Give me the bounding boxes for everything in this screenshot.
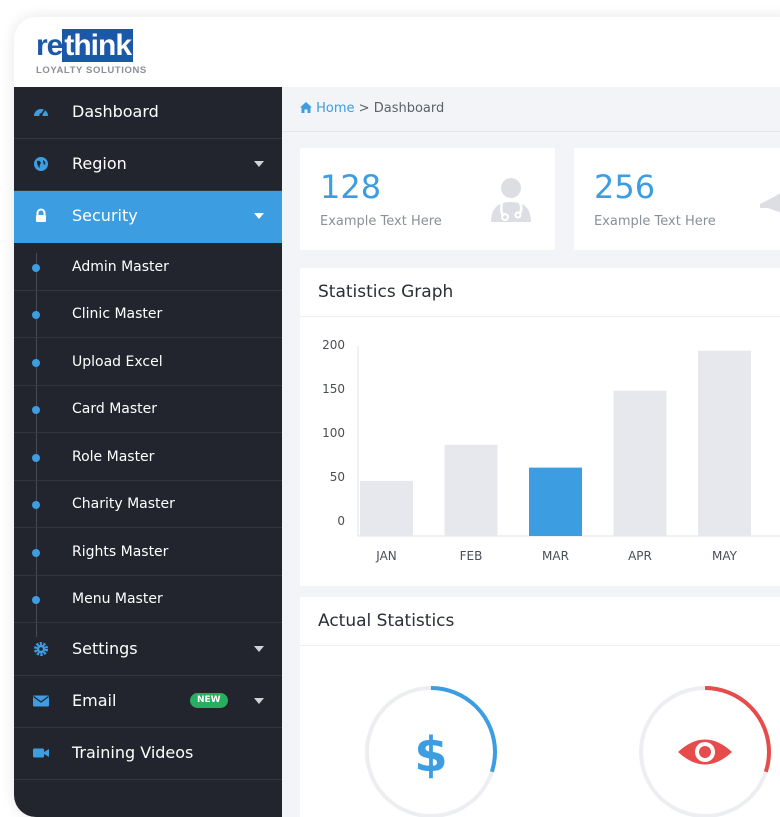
sidebar-item-region[interactable]: Region: [14, 139, 282, 191]
submenu-item-label: Card Master: [72, 401, 158, 417]
dollar-icon: $: [414, 727, 447, 783]
dashboard-icon: [34, 109, 48, 117]
sidebar-item-settings[interactable]: Settings: [14, 624, 282, 676]
gear-icon: [34, 642, 48, 656]
sidebar-item-label: Region: [72, 154, 127, 173]
bullet-dot: [32, 454, 40, 462]
y-tick-label: 100: [322, 426, 345, 440]
submenu-item-menu-master[interactable]: Menu Master: [14, 576, 282, 623]
submenu-item-card-master[interactable]: Card Master: [14, 386, 282, 433]
actual-statistics-panel: Actual Statistics $: [300, 597, 780, 817]
envelope-icon: [33, 695, 49, 707]
top-bar: rethink LOYALTY SOLUTIONS: [14, 17, 780, 87]
bar-may[interactable]: [698, 350, 751, 536]
x-tick-label: MAY: [712, 549, 738, 563]
logo-wordmark: rethink: [36, 29, 134, 62]
views-gauge: [639, 686, 771, 817]
sidebar-item-training-videos[interactable]: Training Videos: [14, 728, 282, 780]
sidebar-item-label: Settings: [72, 639, 138, 658]
breadcrumb-home-link[interactable]: Home: [316, 101, 355, 116]
chevron-down-icon[interactable]: [254, 698, 264, 704]
submenu-item-rights-master[interactable]: Rights Master: [14, 529, 282, 576]
panel-divider: [300, 645, 780, 646]
submenu-item-charity-master[interactable]: Charity Master: [14, 481, 282, 528]
new-badge: NEW: [190, 693, 228, 708]
stat-label: Example Text Here: [594, 214, 716, 229]
statistics-bar-chart: 0 50 100 150 200 JAN FEB MAR APR MAY: [322, 338, 780, 563]
svg-text:$: $: [414, 727, 447, 783]
y-tick-label: 200: [322, 338, 345, 352]
bullet-dot: [32, 501, 40, 509]
sidebar-item-label: Email: [72, 691, 117, 710]
stat-card[interactable]: 128 Example Text Here: [300, 148, 555, 250]
doctor-icon: [491, 178, 531, 222]
chevron-down-icon[interactable]: [254, 161, 264, 167]
video-camera-icon: [33, 748, 49, 758]
submenu-item-clinic-master[interactable]: Clinic Master: [14, 291, 282, 338]
submenu-item-role-master[interactable]: Role Master: [14, 434, 282, 481]
panel-divider: [300, 316, 780, 317]
submenu-item-label: Clinic Master: [72, 306, 163, 322]
app-window: rethink LOYALTY SOLUTIONS Dashboard Regi…: [14, 17, 780, 817]
sidebar-item-email[interactable]: Email NEW: [14, 676, 282, 728]
bullet-dot: [32, 264, 40, 272]
submenu-item-label: Menu Master: [72, 591, 163, 607]
bar-apr[interactable]: [613, 390, 667, 536]
y-tick-label: 0: [337, 514, 345, 528]
stat-value: 128: [320, 168, 382, 206]
gauge-progress-arc: [639, 686, 771, 817]
x-tick-label: FEB: [460, 549, 483, 563]
breadcrumb: Home > Dashboard: [282, 87, 780, 132]
statistics-graph-panel: Statistics Graph 0 50 100 150 200 JAN FEB MAR AP…: [300, 268, 780, 586]
sidebar: Dashboard Region Security Admin Master: [14, 87, 282, 817]
home-icon[interactable]: [300, 102, 312, 113]
bullet-dot: [32, 311, 40, 319]
submenu-item-label: Admin Master: [72, 259, 169, 275]
submenu-connector-line: [36, 253, 37, 637]
x-tick-label: MAR: [542, 549, 569, 563]
panel-title: Actual Statistics: [318, 611, 455, 631]
bar-feb[interactable]: [444, 444, 498, 536]
stat-value: 256: [594, 168, 656, 206]
x-tick-label: JAN: [375, 549, 397, 563]
logo[interactable]: rethink LOYALTY SOLUTIONS: [36, 29, 147, 76]
x-tick-label: APR: [628, 549, 652, 563]
submenu-item-label: Rights Master: [72, 544, 169, 560]
sidebar-item-security[interactable]: Security: [14, 191, 282, 243]
revenue-gauge: $: [365, 686, 497, 817]
bullet-dot: [32, 596, 40, 604]
y-tick-label: 150: [322, 382, 345, 396]
bullet-dot: [32, 406, 40, 414]
sidebar-item-dashboard[interactable]: Dashboard: [14, 87, 282, 139]
submenu-item-label: Role Master: [72, 449, 155, 465]
submenu-item-label: Upload Excel: [72, 354, 163, 370]
breadcrumb-separator: >: [358, 101, 370, 116]
chevron-down-icon[interactable]: [254, 213, 264, 219]
sidebar-item-label: Training Videos: [72, 743, 194, 762]
megaphone-icon: [760, 193, 780, 213]
submenu-item-upload-excel[interactable]: Upload Excel: [14, 339, 282, 386]
logo-tagline: LOYALTY SOLUTIONS: [36, 65, 147, 76]
sidebar-item-label: Security: [72, 206, 138, 225]
bullet-dot: [32, 549, 40, 557]
eye-icon: [678, 739, 732, 765]
submenu-item-label: Charity Master: [72, 496, 175, 512]
submenu-item-admin-master[interactable]: Admin Master: [14, 244, 282, 291]
bar-mar[interactable]: [529, 467, 582, 536]
lock-icon: [36, 208, 46, 222]
stat-card[interactable]: 256 Example Text Here: [574, 148, 780, 250]
bullet-dot: [32, 359, 40, 367]
panel-title: Statistics Graph: [318, 282, 454, 302]
y-tick-label: 50: [330, 470, 345, 484]
globe-icon: [34, 157, 48, 171]
bar-jan[interactable]: [360, 480, 413, 536]
stat-label: Example Text Here: [320, 214, 442, 229]
chevron-down-icon[interactable]: [254, 646, 264, 652]
sidebar-item-label: Dashboard: [72, 102, 159, 121]
breadcrumb-current: Dashboard: [373, 101, 445, 116]
gauge-progress-arc: [365, 686, 497, 817]
